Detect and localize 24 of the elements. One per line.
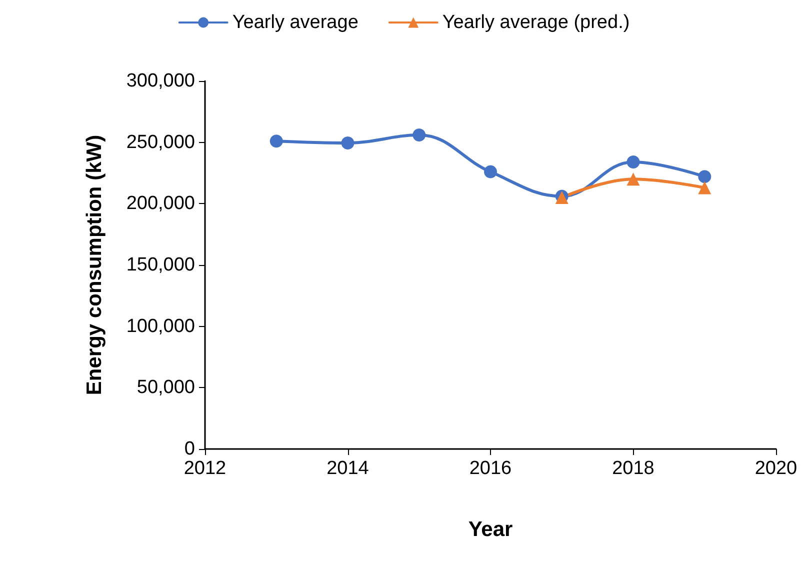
y-tick-label: 250,000 [126,132,195,153]
y-tick-label: 200,000 [126,193,195,214]
y-tick-label: 150,000 [126,254,195,276]
point [698,181,712,194]
y-tick-label: 0 [184,438,195,460]
point [484,165,497,178]
y-axis-title: Energy consumption (kW) [83,134,106,396]
point [412,128,426,142]
legend-label: Yearly average [232,12,358,33]
point [270,134,283,148]
point [698,170,712,184]
x-tick-label: 2014 [326,458,370,479]
legend-label: Yearly average (pred.) [442,12,630,33]
y-tick-label: 300,000 [126,70,195,92]
y-tick-label: 50,000 [136,377,195,398]
x-axis-title: Year [468,518,513,541]
point [626,155,640,168]
x-tick-label: 2012 [184,458,226,479]
x-tick-label: 2016 [469,458,512,479]
point [626,172,640,186]
x-tick-label: 2018 [612,458,654,479]
y-tick-label: 100,000 [126,316,195,337]
x-tick-label: 2020 [754,458,798,479]
point [341,136,354,150]
